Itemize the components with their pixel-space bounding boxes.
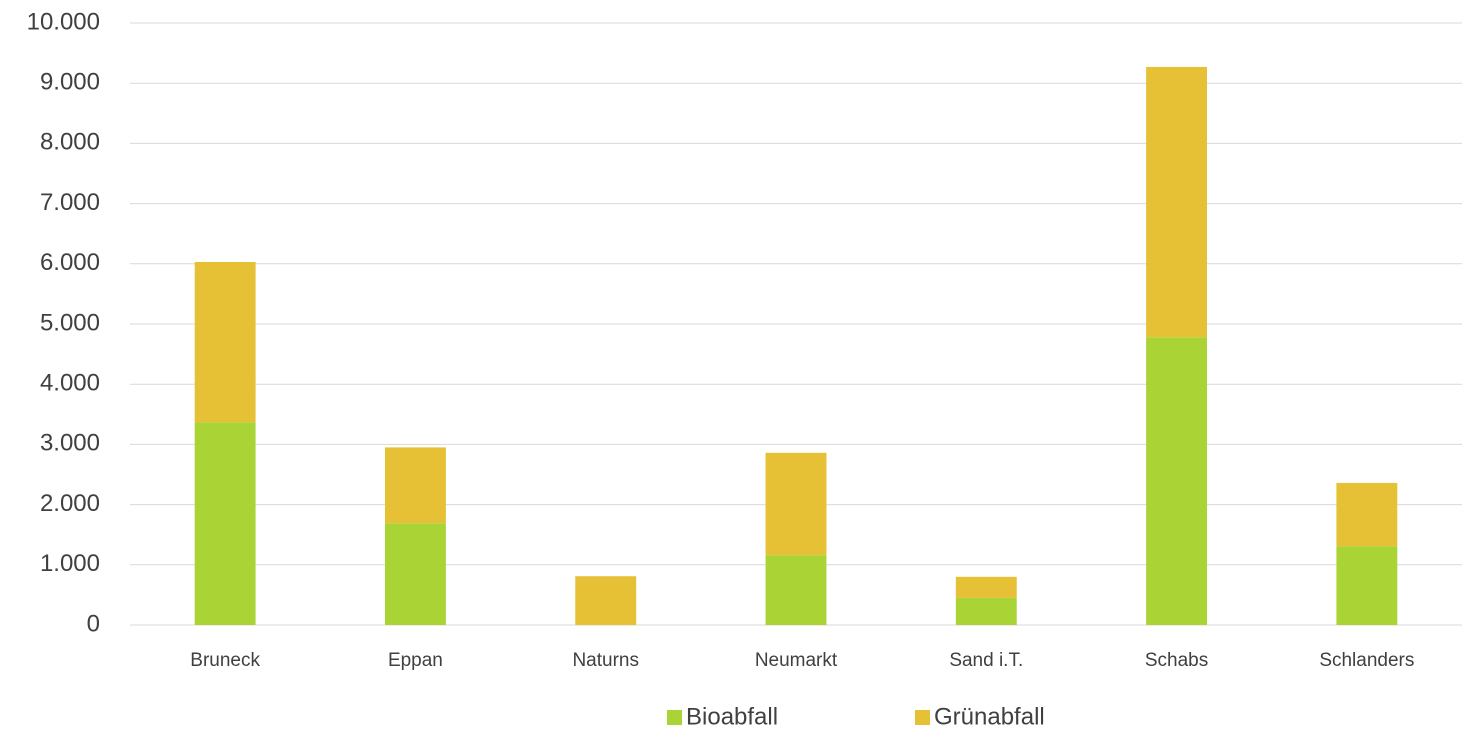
x-tick-label: Neumarkt: [755, 650, 838, 671]
x-tick-label: Sand i.T.: [949, 650, 1023, 671]
legend-label: Bioabfall: [686, 703, 778, 730]
bar-segment: [1336, 482, 1398, 547]
y-tick-label: 4.000: [40, 370, 100, 397]
bar-segment: [765, 452, 827, 556]
x-tick-label: Schabs: [1145, 650, 1208, 671]
bar-segment: [384, 523, 446, 625]
legend-swatch: [915, 710, 930, 725]
y-tick-label: 7.000: [40, 189, 100, 216]
y-tick-label: 3.000: [40, 430, 100, 457]
legend-label: Grünabfall: [934, 703, 1045, 730]
bar-segment: [194, 261, 256, 423]
bar-segment: [1146, 337, 1208, 625]
x-tick-label: Eppan: [388, 650, 443, 671]
bar-segment: [384, 447, 446, 524]
y-tick-label: 5.000: [40, 309, 100, 336]
x-tick-label: Naturns: [572, 650, 639, 671]
y-tick-label: 2.000: [40, 490, 100, 517]
bar-segment: [955, 597, 1017, 625]
x-tick-label: Bruneck: [190, 650, 260, 671]
x-tick-label: Schlanders: [1319, 650, 1414, 671]
y-tick-label: 10.000: [27, 8, 100, 35]
y-tick-label: 8.000: [40, 129, 100, 156]
bar-segment: [575, 576, 637, 625]
bar-segment: [1146, 66, 1208, 338]
bar-segment: [955, 576, 1017, 598]
y-tick-label: 6.000: [40, 249, 100, 276]
bar-segment: [194, 422, 256, 625]
y-tick-label: 9.000: [40, 69, 100, 96]
legend-swatch: [667, 710, 682, 725]
bar-segment: [765, 555, 827, 625]
bar-segment: [1336, 546, 1398, 625]
y-tick-label: 0: [87, 610, 100, 637]
y-tick-label: 1.000: [40, 550, 100, 577]
